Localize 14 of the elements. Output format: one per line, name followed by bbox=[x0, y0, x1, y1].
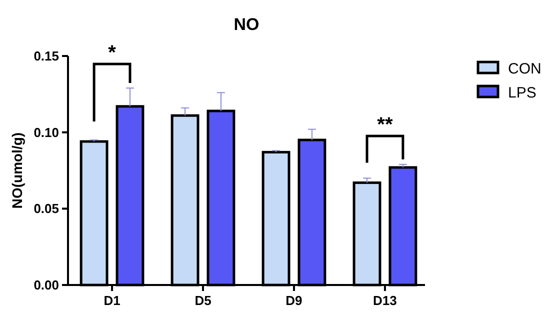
annotation: * bbox=[108, 42, 116, 64]
y-tick-label: 0.15 bbox=[34, 48, 59, 64]
legend-label: LPS bbox=[508, 84, 536, 102]
annotation: ** bbox=[377, 114, 393, 136]
chart-title: NO bbox=[234, 15, 260, 34]
x-tick-label: D13 bbox=[373, 293, 397, 308]
y-axis-title: NO(umol/g) bbox=[9, 132, 25, 209]
x-tick-label: D9 bbox=[286, 293, 302, 308]
x-tick-label: D1 bbox=[104, 293, 120, 308]
y-tick-label: 0.05 bbox=[34, 201, 59, 216]
legend-label: CON bbox=[508, 60, 542, 78]
x-tick-label: D5 bbox=[194, 293, 212, 308]
y-tick-label: 0.00 bbox=[34, 278, 59, 293]
y-tick-label: 0.10 bbox=[34, 124, 59, 140]
